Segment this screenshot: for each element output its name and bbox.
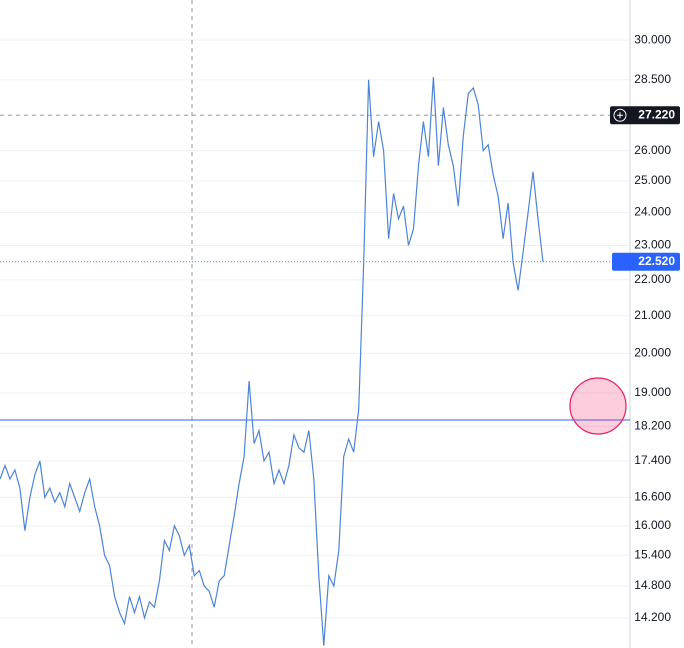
y-tick-label: 24.000 — [634, 205, 671, 219]
y-tick-label: 14.800 — [634, 578, 671, 592]
y-tick-label: 26.000 — [634, 143, 671, 157]
last-price-box — [612, 252, 680, 271]
y-tick-label: 20.000 — [634, 346, 671, 360]
y-tick-label: 21.000 — [634, 308, 671, 322]
y-tick-label: 18.200 — [634, 418, 671, 432]
price-line — [0, 77, 544, 646]
alert-circle — [569, 377, 627, 435]
crosshair-price-label: 27.220 — [638, 107, 675, 121]
y-tick-label: 17.400 — [634, 453, 671, 467]
y-tick-label: 22.000 — [634, 272, 671, 286]
y-tick-label: 25.000 — [634, 173, 671, 187]
crosshair-label-box — [610, 106, 680, 125]
y-tick-label: 19.000 — [634, 385, 671, 399]
add-alert-icon — [613, 108, 627, 122]
y-tick-label: 16.600 — [634, 490, 671, 504]
y-tick-label: 28.500 — [634, 72, 671, 86]
y-tick-label: 30.000 — [634, 32, 671, 46]
y-tick-label: 14.200 — [634, 610, 671, 624]
y-tick-label: 16.000 — [634, 518, 671, 532]
y-tick-label: 15.400 — [634, 548, 671, 562]
y-tick-label: 23.000 — [634, 238, 671, 252]
last-price-label: 22.520 — [638, 254, 675, 268]
